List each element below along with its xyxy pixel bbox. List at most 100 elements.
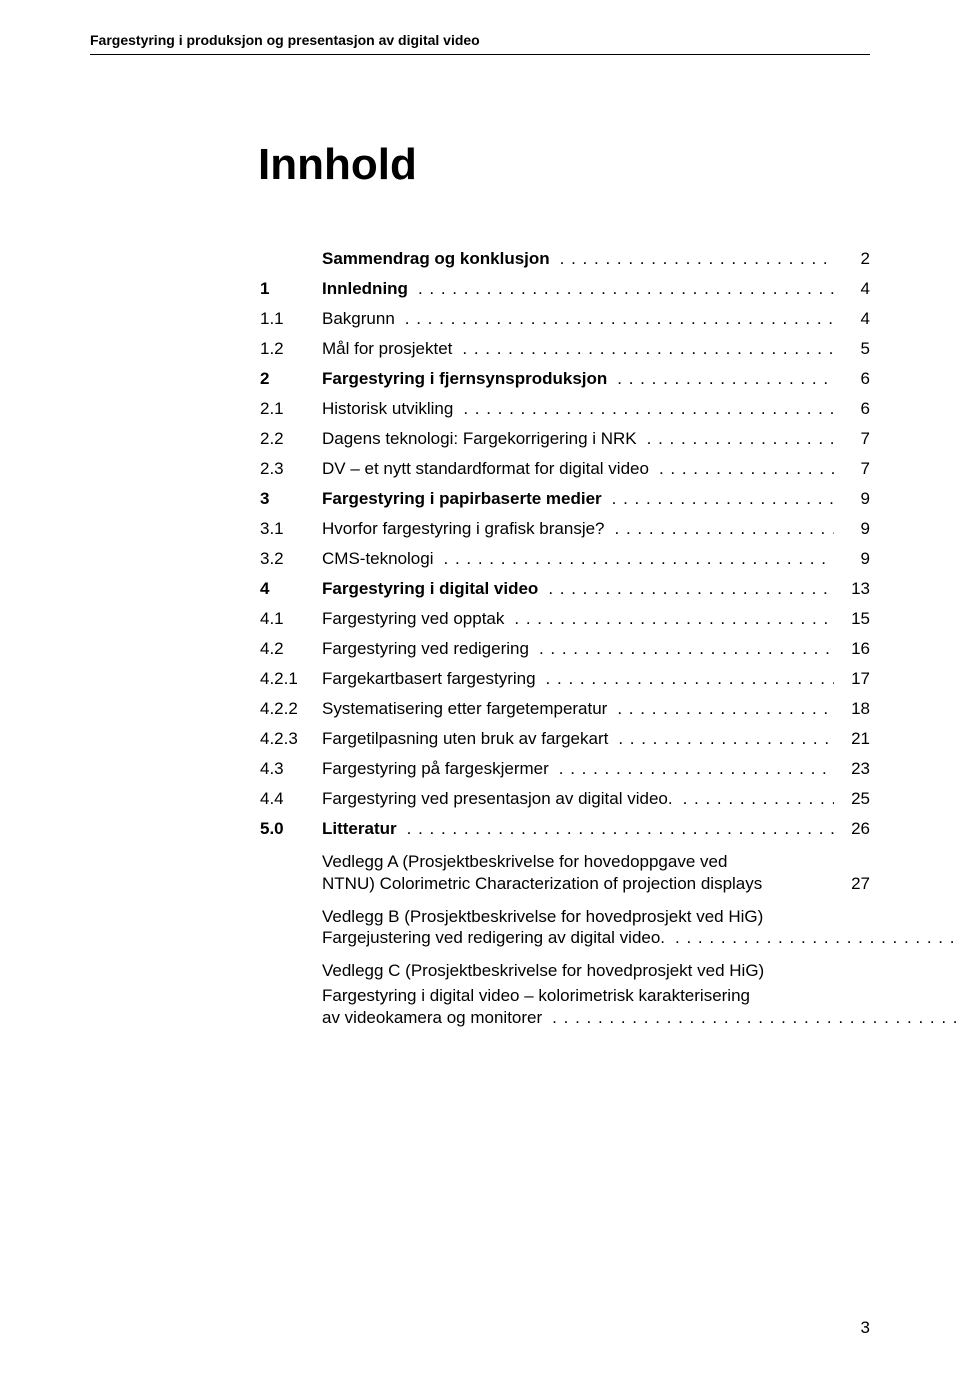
toc-number: 4.2: [260, 640, 322, 657]
toc-entry: Vedlegg B (Prosjektbeskrivelse for hoved…: [260, 905, 870, 947]
toc-number: 4.3: [260, 760, 322, 777]
toc-page: 4: [834, 280, 870, 297]
toc-entry: Sammendrag og konklusjon 2: [260, 250, 870, 267]
toc-page: 23: [834, 760, 870, 777]
toc-leader-dots: [611, 520, 834, 537]
toc-leader-dots: [614, 730, 834, 747]
toc-entry: Vedlegg C (Prosjektbeskrivelse for hoved…: [260, 959, 870, 1025]
toc-number: 4.4: [260, 790, 322, 807]
toc-number: 2.3: [260, 460, 322, 477]
toc-page: 21: [834, 730, 870, 747]
toc-page: 2: [834, 250, 870, 267]
toc-number: 3.1: [260, 520, 322, 537]
toc-page: 6: [834, 370, 870, 387]
toc-leader-dots: [510, 610, 834, 627]
toc-entry: 4Fargestyring i digital video 13: [260, 580, 870, 597]
toc-page: 16: [834, 640, 870, 657]
toc-leader-dots: [440, 550, 835, 567]
toc-page: 6: [834, 400, 870, 417]
toc-label: NTNU) Colorimetric Characterization of p…: [322, 875, 768, 892]
running-header: Fargestyring i produksjon og presentasjo…: [90, 32, 870, 55]
toc-number: [260, 959, 322, 1025]
toc-entry: 2.1Historisk utvikling 6: [260, 400, 870, 417]
toc-number: [260, 850, 322, 892]
toc-number: 4.1: [260, 610, 322, 627]
toc-number: 5.0: [260, 820, 322, 837]
toc-label: Mål for prosjektet: [322, 340, 458, 357]
toc-entry: 1.1Bakgrunn 4: [260, 310, 870, 327]
toc-number: 3: [260, 490, 322, 507]
toc-leader-dots: [613, 700, 834, 717]
toc-number: 1.1: [260, 310, 322, 327]
toc-entry: 2Fargestyring i fjernsynsproduksjon6: [260, 370, 870, 387]
toc-leader-dots: [414, 280, 834, 297]
toc-label: Bakgrunn: [322, 310, 401, 327]
toc-leader-dots: [608, 490, 834, 507]
page-title: Innhold: [258, 140, 870, 190]
toc-entry: 1.2Mål for prosjektet5: [260, 340, 870, 357]
toc-page: 4: [834, 310, 870, 327]
toc-entry: 4.3Fargestyring på fargeskjermer 23: [260, 760, 870, 777]
toc-number: 4: [260, 580, 322, 597]
toc-leader-dots: [459, 400, 834, 417]
toc-number: 4.2.2: [260, 700, 322, 717]
toc-label: Litteratur: [322, 820, 403, 837]
toc-number: 2.2: [260, 430, 322, 447]
toc-page: 13: [834, 580, 870, 597]
toc-label: Fargestyring på fargeskjermer: [322, 760, 555, 777]
toc-number: 3.2: [260, 550, 322, 567]
toc-leader-dots: [613, 370, 834, 387]
toc-label: Fargestyring ved redigering: [322, 640, 535, 657]
toc-label-line: Vedlegg B (Prosjektbeskrivelse for hoved…: [322, 905, 960, 930]
toc-label: CMS-teknologi: [322, 550, 440, 567]
toc-label: Fargekartbasert fargestyring: [322, 670, 542, 687]
toc-entry: 4.4Fargestyring ved presentasjon av digi…: [260, 790, 870, 807]
toc-number: 1.2: [260, 340, 322, 357]
toc-entry: 5.0Litteratur 26: [260, 820, 870, 837]
toc-leader-dots: [535, 640, 834, 657]
toc-leader-dots: [542, 670, 834, 687]
toc-leader-dots: [401, 310, 834, 327]
toc-entry: 1Innledning 4: [260, 280, 870, 297]
toc-entry: 4.2Fargestyring ved redigering 16: [260, 640, 870, 657]
toc-page: 15: [834, 610, 870, 627]
toc-label: DV – et nytt standardformat for digital …: [322, 460, 655, 477]
toc-leader-dots: [555, 760, 834, 777]
toc-entry: 3Fargestyring i papirbaserte medier9: [260, 490, 870, 507]
toc-page: 7: [834, 430, 870, 447]
toc-label: Fargetilpasning uten bruk av fargekart: [322, 730, 614, 747]
toc-page: 26: [834, 820, 870, 837]
toc-entry: 4.2.1Fargekartbasert fargestyring17: [260, 670, 870, 687]
toc-label: Fargestyring ved presentasjon av digital…: [322, 790, 679, 807]
toc-label: Fargestyring i papirbaserte medier: [322, 490, 608, 507]
table-of-contents: Sammendrag og konklusjon21Innledning41.1…: [260, 250, 870, 1026]
toc-page: 9: [834, 520, 870, 537]
toc-leader-dots: [544, 580, 834, 597]
toc-leader-dots: [458, 340, 834, 357]
toc-entry: 2.3DV – et nytt standardformat for digit…: [260, 460, 870, 477]
toc-number: 4.2.1: [260, 670, 322, 687]
toc-number: 1: [260, 280, 322, 297]
toc-page: 27: [834, 875, 870, 892]
toc-label: av videokamera og monitorer: [322, 1009, 548, 1026]
toc-label-line: Fargestyring i digital video – kolorimet…: [322, 984, 960, 1009]
toc-number: 4.2.3: [260, 730, 322, 747]
toc-page: 18: [834, 700, 870, 717]
toc-label: Sammendrag og konklusjon: [322, 250, 556, 267]
toc-label: Fargestyring i digital video: [322, 580, 544, 597]
toc-label: Innledning: [322, 280, 414, 297]
toc-page: 25: [834, 790, 870, 807]
page-number: 3: [861, 1318, 870, 1338]
toc-label: Fargestyring ved opptak: [322, 610, 510, 627]
toc-label: Fargejustering ved redigering av digital…: [322, 929, 671, 946]
toc-label-line: Vedlegg A (Prosjektbeskrivelse for hoved…: [322, 850, 870, 875]
toc-label: Fargestyring i fjernsynsproduksjon: [322, 370, 613, 387]
toc-entry: 4.2.2Systematisering etter fargetemperat…: [260, 700, 870, 717]
toc-number: 2.1: [260, 400, 322, 417]
toc-leader-dots: [679, 790, 834, 807]
toc-leader-dots: [671, 929, 960, 946]
toc-label: Historisk utvikling: [322, 400, 459, 417]
toc-entry: 3.2CMS-teknologi9: [260, 550, 870, 567]
toc-label-line: Vedlegg C (Prosjektbeskrivelse for hoved…: [322, 959, 960, 984]
toc-entry: Vedlegg A (Prosjektbeskrivelse for hoved…: [260, 850, 870, 892]
